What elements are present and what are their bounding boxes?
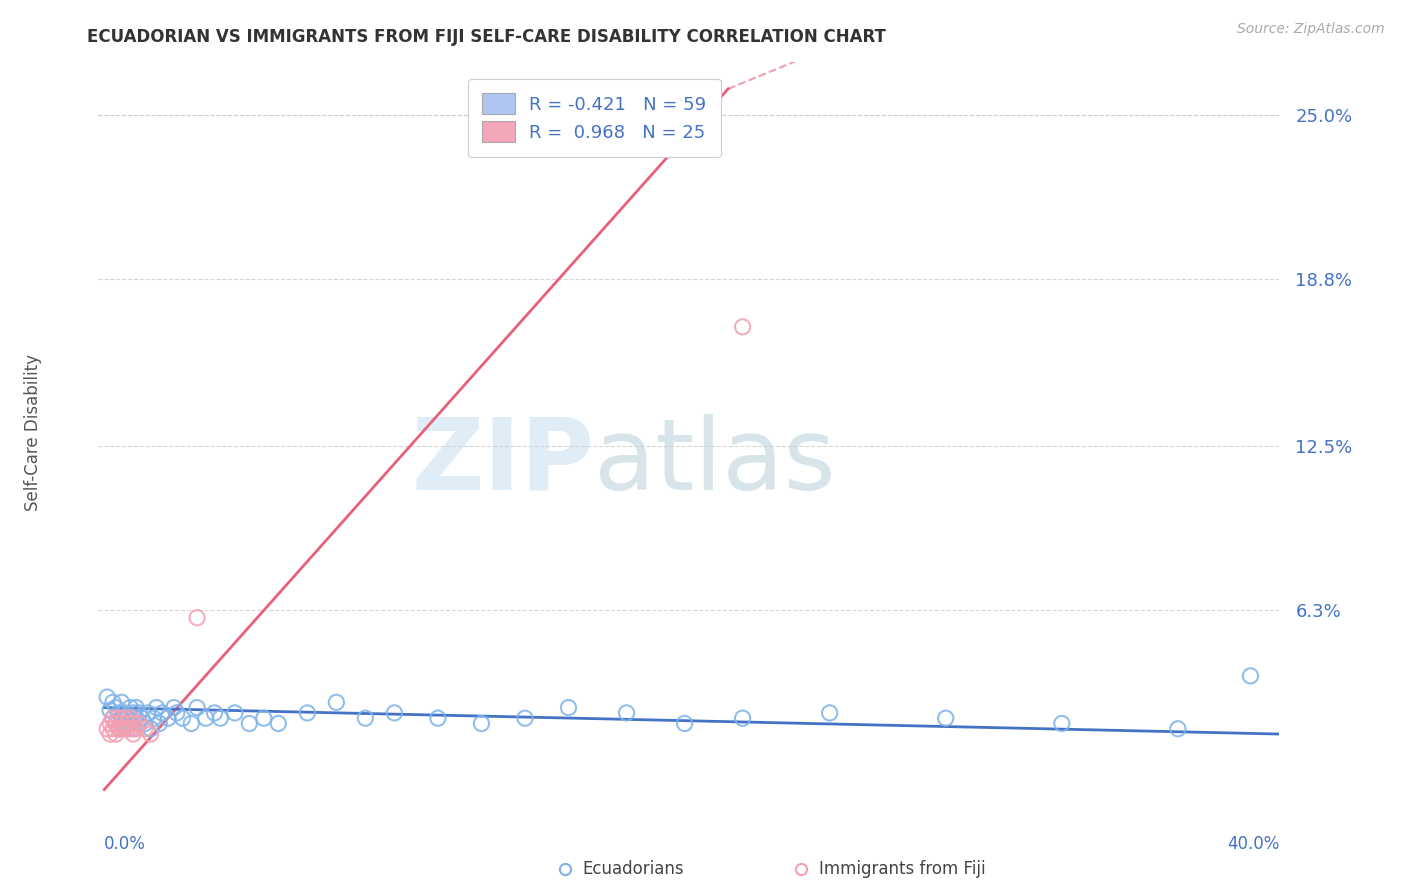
Point	[354, 711, 377, 725]
Text: Ecuadorians: Ecuadorians	[582, 861, 685, 879]
Point	[731, 319, 754, 334]
Point	[673, 716, 696, 731]
Point	[117, 722, 139, 736]
Point	[1167, 722, 1189, 736]
Point	[128, 706, 150, 720]
Point	[731, 711, 754, 725]
Point	[98, 716, 121, 731]
Point	[96, 722, 118, 736]
Point	[204, 706, 226, 720]
Point	[120, 716, 142, 731]
Point	[114, 716, 136, 731]
Point	[557, 700, 579, 714]
Point	[117, 722, 139, 736]
Point	[470, 716, 492, 731]
Point	[107, 722, 129, 736]
Legend: R = -0.421   N = 59, R =  0.968   N = 25: R = -0.421 N = 59, R = 0.968 N = 25	[468, 78, 721, 157]
Point	[148, 716, 170, 731]
Point	[194, 711, 217, 725]
Text: Source: ZipAtlas.com: Source: ZipAtlas.com	[1237, 22, 1385, 37]
Text: ECUADORIAN VS IMMIGRANTS FROM FIJI SELF-CARE DISABILITY CORRELATION CHART: ECUADORIAN VS IMMIGRANTS FROM FIJI SELF-…	[87, 28, 886, 45]
Point	[1050, 716, 1073, 731]
Point	[114, 722, 136, 736]
Point	[111, 695, 134, 709]
Point	[117, 711, 139, 725]
Point	[818, 706, 841, 720]
Point	[139, 727, 162, 741]
Point	[101, 711, 124, 725]
Point	[111, 711, 134, 725]
Point	[150, 706, 173, 720]
Point	[117, 716, 139, 731]
Point	[139, 722, 162, 736]
Point	[145, 700, 167, 714]
Text: atlas: atlas	[595, 414, 837, 511]
Point	[224, 706, 246, 720]
Point	[253, 711, 276, 725]
Point	[114, 711, 136, 725]
Point	[384, 706, 406, 720]
Point	[209, 711, 232, 725]
Point	[134, 722, 156, 736]
Point	[128, 716, 150, 731]
Point	[157, 711, 180, 725]
Point	[163, 700, 186, 714]
Point	[122, 706, 145, 720]
Point	[98, 727, 121, 741]
Point	[104, 700, 127, 714]
Point	[134, 716, 156, 731]
Point	[935, 711, 957, 725]
Point	[136, 706, 159, 720]
Point	[120, 722, 142, 736]
Point	[616, 706, 638, 720]
Point	[297, 706, 319, 720]
Point	[96, 690, 118, 704]
Point	[114, 706, 136, 720]
Point	[120, 711, 142, 725]
Point	[111, 722, 134, 736]
Point	[101, 695, 124, 709]
Text: 0.0%: 0.0%	[104, 835, 146, 853]
Point	[1239, 669, 1261, 683]
Text: Immigrants from Fiji: Immigrants from Fiji	[818, 861, 986, 879]
Point	[104, 716, 127, 731]
Point	[98, 703, 121, 717]
Point	[122, 722, 145, 736]
Point	[125, 722, 148, 736]
Point	[111, 716, 134, 731]
Point	[426, 711, 449, 725]
Point	[142, 711, 165, 725]
Point	[186, 700, 208, 714]
Point	[122, 727, 145, 741]
Point	[238, 716, 260, 731]
Text: Self-Care Disability: Self-Care Disability	[24, 354, 42, 511]
Point	[107, 711, 129, 725]
Point	[325, 695, 347, 709]
Point	[180, 716, 202, 731]
Point	[122, 716, 145, 731]
Point	[513, 711, 536, 725]
Point	[120, 700, 142, 714]
Point	[125, 700, 148, 714]
Point	[104, 727, 127, 741]
Point	[125, 711, 148, 725]
Text: 40.0%: 40.0%	[1227, 835, 1279, 853]
Point	[101, 722, 124, 736]
Text: ZIP: ZIP	[412, 414, 595, 511]
Point	[107, 722, 129, 736]
Point	[101, 711, 124, 725]
Point	[166, 706, 188, 720]
Point	[267, 716, 290, 731]
Point	[131, 711, 153, 725]
Point	[104, 716, 127, 731]
Point	[107, 706, 129, 720]
Point	[172, 711, 194, 725]
Point	[128, 716, 150, 731]
Point	[186, 611, 208, 625]
